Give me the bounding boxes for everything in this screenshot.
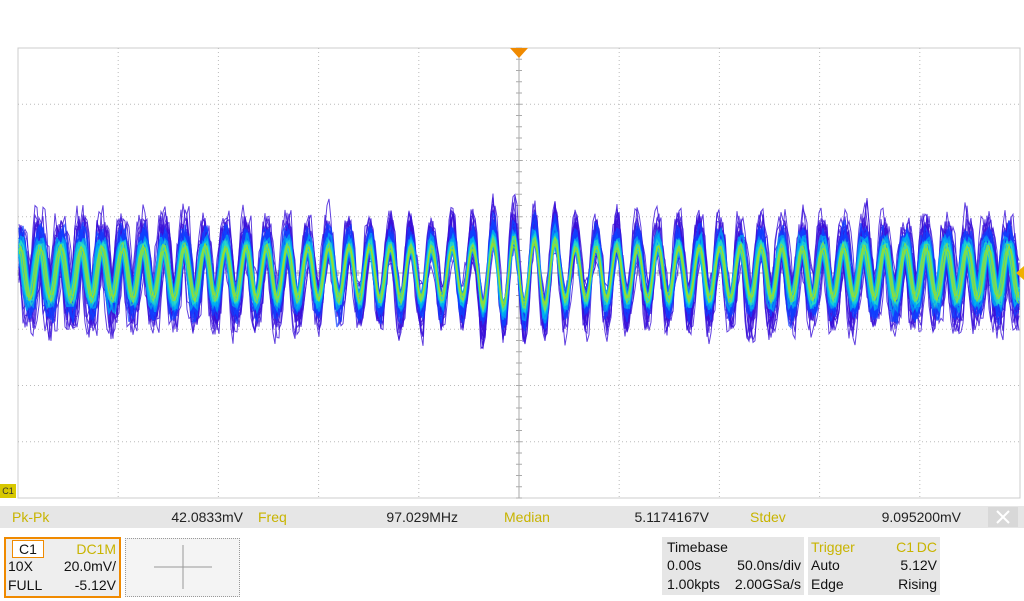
empty-slot[interactable] [125, 538, 240, 597]
channel-marker: C1 [2, 486, 14, 496]
timebase-sample-rate: 2.00GSa/s [734, 576, 801, 592]
trigger-level: 5.12V [900, 557, 937, 573]
measure-value: 97.029MHz [386, 509, 458, 525]
channel-marker-box [0, 484, 16, 498]
trigger-source: C1 [896, 539, 914, 555]
trigger-coupling: DC [916, 539, 937, 555]
timebase-title: Timebase [667, 539, 728, 555]
timebase-delay: 0.00s [667, 557, 702, 573]
trigger-title: Trigger [811, 539, 855, 555]
measure-label: Stdev [750, 509, 786, 525]
measure-label: Freq [258, 509, 287, 525]
measure-value: 5.1174167V [634, 509, 709, 525]
channel-name: C1 [12, 540, 44, 558]
trigger-level-marker [1016, 266, 1024, 280]
channel-probe: 10X [8, 558, 33, 574]
waveform [18, 193, 1020, 350]
channel-bandwidth: FULL [8, 577, 43, 593]
channel-box[interactable]: C1 DC1M 10X 20.0mV/ FULL -5.12V [4, 537, 121, 598]
channel-coupling: DC1M [76, 541, 116, 557]
trigger-type: Edge [811, 576, 844, 592]
measure-value: 9.095200mV [881, 509, 961, 525]
trace [18, 237, 1020, 309]
waveform-display: C1 [0, 47, 1024, 499]
channel-offset: -5.12V [74, 577, 116, 593]
trigger-position-marker [510, 48, 528, 58]
measurement-bar: Pk-Pk 42.0833mV Freq 97.029MHz Median 5.… [0, 506, 1024, 528]
measure-label: Median [504, 509, 550, 525]
channel-scale: 20.0mV/ [63, 558, 116, 574]
measure-label: Pk-Pk [12, 509, 50, 525]
close-button[interactable] [988, 507, 1018, 527]
trigger-slope: Rising [898, 576, 937, 592]
measure-value: 42.0833mV [171, 509, 243, 525]
timebase-points: 1.00kpts [667, 576, 720, 592]
timebase-scale: 50.0ns/div [737, 557, 801, 573]
crosshair-icon [154, 545, 212, 589]
trigger-mode: Auto [811, 557, 840, 573]
trigger-box[interactable]: Trigger C1 DC Auto 5.12V Edge Rising [808, 537, 940, 595]
timebase-box[interactable]: Timebase 0.00s 50.0ns/div 1.00kpts 2.00G… [662, 537, 804, 595]
